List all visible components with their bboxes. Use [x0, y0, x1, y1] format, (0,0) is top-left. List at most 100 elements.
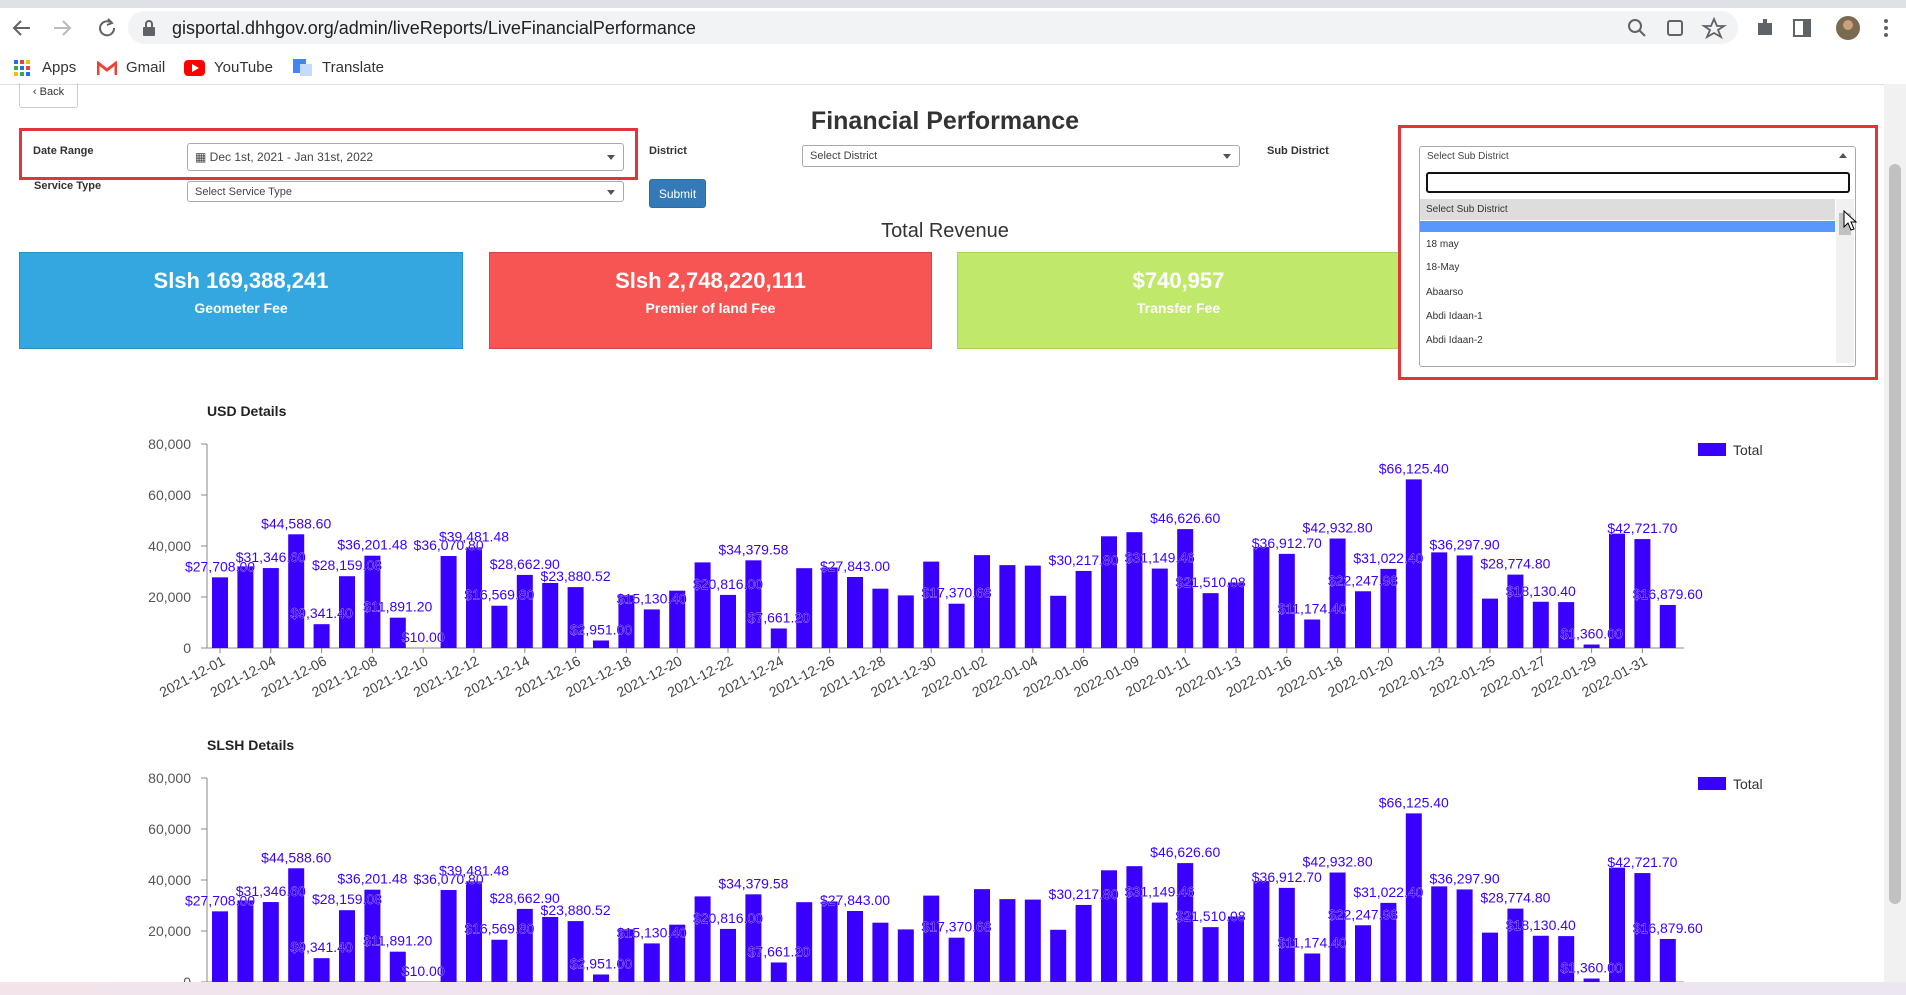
option-highlighted[interactable] [1420, 221, 1835, 232]
value-label: $31,346.60 [236, 883, 306, 899]
value-label: $16,569.80 [464, 587, 534, 603]
address-icons[interactable] [1626, 17, 1731, 39]
option[interactable]: Abdi Idaan-2 [1426, 335, 1483, 346]
bar [1024, 899, 1041, 982]
option-selected[interactable] [1420, 199, 1835, 220]
y-tick-label: 40,000 [148, 538, 191, 554]
bar [1228, 582, 1244, 648]
value-label: $46,626.60 [1150, 510, 1220, 526]
option[interactable]: Abdi Idaan-1 [1426, 311, 1483, 322]
bar [1050, 595, 1067, 648]
bar [694, 896, 711, 982]
value-label: $27,708.00 [185, 558, 255, 574]
dropdown: Select Sub District Select Sub District … [1419, 146, 1856, 367]
district-select[interactable]: Select District [802, 145, 1240, 167]
nav-buttons[interactable] [10, 14, 130, 42]
bar [974, 889, 990, 982]
value-label: $1,360.00 [1560, 626, 1622, 642]
search-input[interactable] [1426, 172, 1850, 193]
option[interactable]: 18-May [1426, 262, 1460, 273]
value-label: $15,130.40 [617, 924, 687, 940]
submit-button[interactable]: Submit [649, 179, 706, 208]
value-label: $42,721.70 [1607, 854, 1677, 870]
translate-icon [293, 59, 312, 76]
field-label: Sub District [1267, 145, 1329, 157]
value-label: $30,217.80 [1049, 886, 1119, 902]
value-label: $17,370.68 [922, 919, 992, 935]
bar [1355, 925, 1371, 982]
bar [516, 908, 533, 982]
value-label: $44,588.60 [261, 849, 331, 865]
bar [440, 556, 457, 648]
service-type-select[interactable]: Select Service Type [187, 181, 624, 202]
value-label: $23,880.52 [541, 568, 611, 584]
value-label: $31,346.60 [236, 549, 306, 565]
bar [288, 534, 305, 648]
option[interactable]: 18 may [1426, 239, 1459, 250]
bottom-strip [0, 982, 1906, 995]
bar [1278, 553, 1295, 648]
back-button[interactable]: ‹ Back [19, 83, 78, 108]
extension-icons[interactable] [1752, 15, 1902, 41]
bar [339, 576, 355, 648]
bar [1431, 552, 1448, 648]
bar [1634, 539, 1651, 648]
value-label: $27,708.00 [185, 892, 255, 908]
bar [237, 900, 254, 982]
card-amount: Slsh 2,748,220,111 [615, 268, 806, 293]
bar [1431, 886, 1448, 982]
option[interactable]: Abaarso [1426, 287, 1464, 298]
bookmark[interactable]: Translate [322, 59, 384, 76]
slsh-chart: SLSH Details 0 20,000 40,000 60,000 80,000 $27… [148, 737, 1763, 982]
bookmark[interactable]: Gmail [126, 59, 166, 76]
bar [1532, 935, 1549, 982]
value-label: $22,247.98 [1328, 906, 1398, 922]
chart-title: SLSH Details [207, 737, 294, 753]
section-title: Total Revenue [881, 220, 1009, 242]
value-label: $66,125.40 [1379, 794, 1449, 810]
bar [847, 911, 863, 982]
bar [1659, 604, 1676, 648]
page-title: Financial Performance [810, 107, 1080, 135]
date-range-input[interactable]: ▦ Dec 1st, 2021 - Jan 31st, 2022 [187, 143, 624, 171]
value-label: $2,951.00 [570, 955, 632, 971]
district-value: Select District [810, 150, 878, 162]
bar [948, 603, 965, 648]
back-text: Back [39, 86, 65, 98]
highlight-box [19, 128, 638, 180]
value-label: $31,149.46 [1125, 550, 1195, 566]
bar [847, 577, 863, 648]
value-label: $16,569.80 [464, 921, 534, 937]
bar [491, 939, 508, 982]
bar [1405, 479, 1422, 648]
y-tick-label: 20,000 [148, 589, 191, 605]
value-label: $18,130.40 [1506, 583, 1576, 599]
option[interactable]: Select Sub District [1426, 204, 1508, 215]
value-label: $28,159.08 [312, 891, 382, 907]
value-label: $28,662.90 [490, 556, 560, 572]
bookmark[interactable]: Apps [42, 59, 77, 76]
value-label: $20,816.00 [693, 576, 763, 592]
bar [212, 577, 228, 648]
card-label: Geometer Fee [194, 300, 288, 316]
value-label: $11,891.20 [363, 599, 432, 615]
bar [1583, 644, 1600, 648]
value-label: $21,510.08 [1176, 574, 1246, 590]
address-bar[interactable]: gisportal.dhhgov.org/admin/liveReports/L… [128, 11, 1738, 44]
bar [389, 617, 406, 648]
bar [593, 640, 609, 648]
value-label: $27,843.00 [820, 558, 890, 574]
bar [770, 962, 787, 982]
bar [364, 555, 381, 648]
y-tick-label: 40,000 [148, 872, 191, 888]
bar [1202, 593, 1219, 648]
bar [974, 555, 990, 648]
value-label: $20,816.00 [693, 910, 763, 926]
bar [872, 588, 889, 648]
value-label: $22,247.98 [1328, 572, 1398, 588]
bar [1507, 908, 1524, 982]
bookmark[interactable]: YouTube [214, 59, 273, 76]
page-scrollbar[interactable] [1884, 84, 1906, 982]
bar [897, 595, 914, 648]
value-label: $11,174.40 [1278, 601, 1347, 617]
